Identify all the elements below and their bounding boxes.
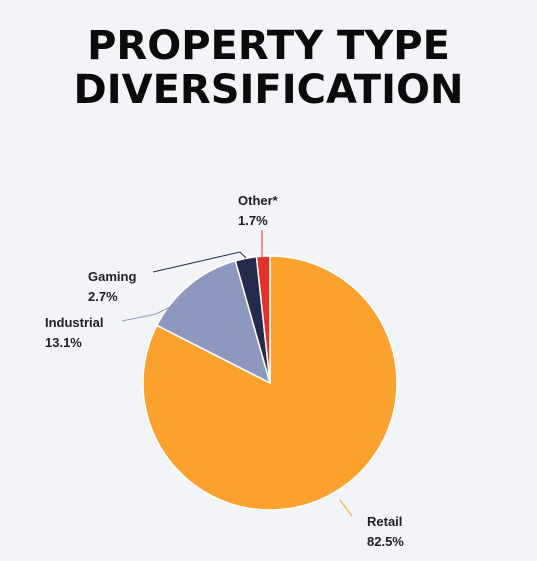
slice-label-value: 2.7% (88, 289, 118, 304)
slice-label-value: 1.7% (238, 213, 268, 228)
slice-label-name: Industrial (45, 315, 104, 330)
leader-line-industrial (121, 286, 211, 322)
slice-label-name: Other* (238, 193, 279, 208)
slice-label-name: Gaming (88, 269, 136, 284)
chart-title-line1: PROPERTY TYPE (87, 23, 450, 69)
leader-line-retail (339, 499, 353, 517)
slice-label-name: Retail (367, 514, 402, 529)
slice-label-value: 13.1% (45, 335, 82, 350)
leader-lines (121, 230, 353, 517)
pie-slice-other (255, 255, 271, 384)
chart-title-line2: DIVERSIFICATION (73, 67, 464, 113)
slice-labels: Retail 82.5% Industrial 13.1% Gaming 2.7% Othe… (45, 193, 404, 549)
pie-slice-industrial (155, 259, 272, 385)
slice-label-value: 82.5% (367, 534, 404, 549)
chart-title: PROPERTY TYPE DIVERSIFICATION (0, 24, 537, 112)
leader-line-gaming (152, 251, 247, 273)
pie-slices (142, 255, 398, 511)
